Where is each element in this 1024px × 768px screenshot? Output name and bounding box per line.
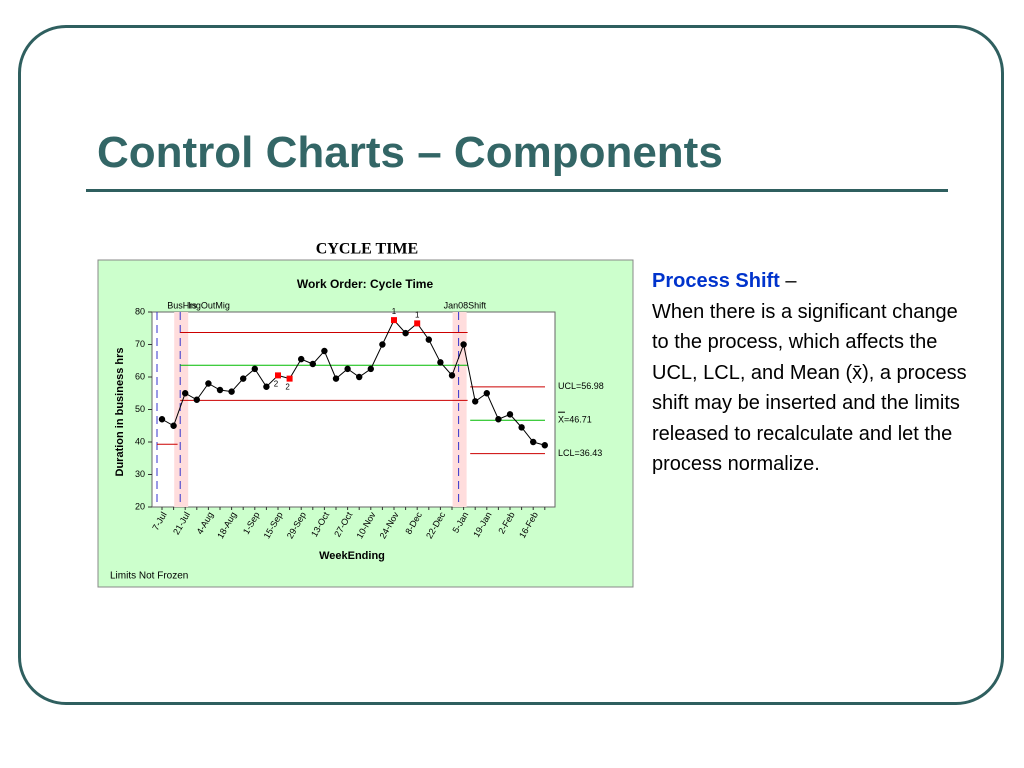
point [309,360,316,368]
side-text: Process Shift – When there is a significa… [652,266,972,480]
plot-area [151,311,556,508]
point [170,422,177,429]
point [321,347,328,355]
flag-label: 2 [285,383,290,392]
flag-point [286,375,293,382]
point [425,336,432,343]
y-tick-label: 60 [135,371,145,381]
point [437,359,444,366]
footer: Limits Not Frozen [110,571,188,582]
y-tick-label: 30 [135,469,145,479]
point [367,365,374,373]
point [448,372,456,379]
point [495,416,502,423]
point [506,411,514,418]
body: When there is a significant change to th… [652,300,967,476]
point [251,365,258,373]
point [298,355,305,363]
y-tick-label: 20 [135,501,145,511]
y-label: Duration in business hrs [114,348,126,477]
flag-point [414,320,421,327]
point [483,390,490,397]
point [205,380,212,387]
point [228,388,235,395]
point [216,386,224,394]
limit-label: X=46.71 [558,415,592,425]
point [541,442,548,449]
chart-heading: CYCLE TIME [316,241,418,258]
point [182,390,189,397]
limit-label: UCL=56.98 [558,381,604,391]
flag-point [391,317,397,324]
shift-band [174,312,189,507]
shift-band [452,312,467,507]
y-tick-label: 40 [135,436,145,446]
slide-frame [18,25,1004,705]
flag-point [275,372,281,379]
y-tick-label: 80 [135,306,145,316]
shift-label: Jan08Shift [444,300,487,310]
heading: Process Shift [652,270,780,292]
flag-label: 2 [274,379,279,388]
point [332,375,340,382]
point [472,398,479,405]
point [379,341,386,348]
point [402,329,409,337]
dash: – [785,270,797,292]
flag-label: 1 [415,310,420,319]
flag-label: 1 [392,307,397,316]
point [518,424,525,431]
point [344,365,351,373]
point [193,396,200,403]
point [530,438,537,446]
shift-label: IngOutMig [188,300,230,310]
limit-label: LCL=36.43 [558,448,602,458]
point [240,375,247,382]
point [460,341,467,348]
series-line [161,319,545,446]
y-tick-label: 50 [135,404,145,414]
title-rule [86,189,948,192]
y-tick-label: 70 [135,339,145,349]
point [263,383,270,390]
point [356,373,363,381]
point [158,416,166,423]
x-label: WeekEnding [319,550,385,562]
shift-label: BusHrs [167,300,197,310]
chart-title: Work Order: Cycle Time [297,277,434,291]
slide-title: Control Charts – Components [97,128,723,177]
